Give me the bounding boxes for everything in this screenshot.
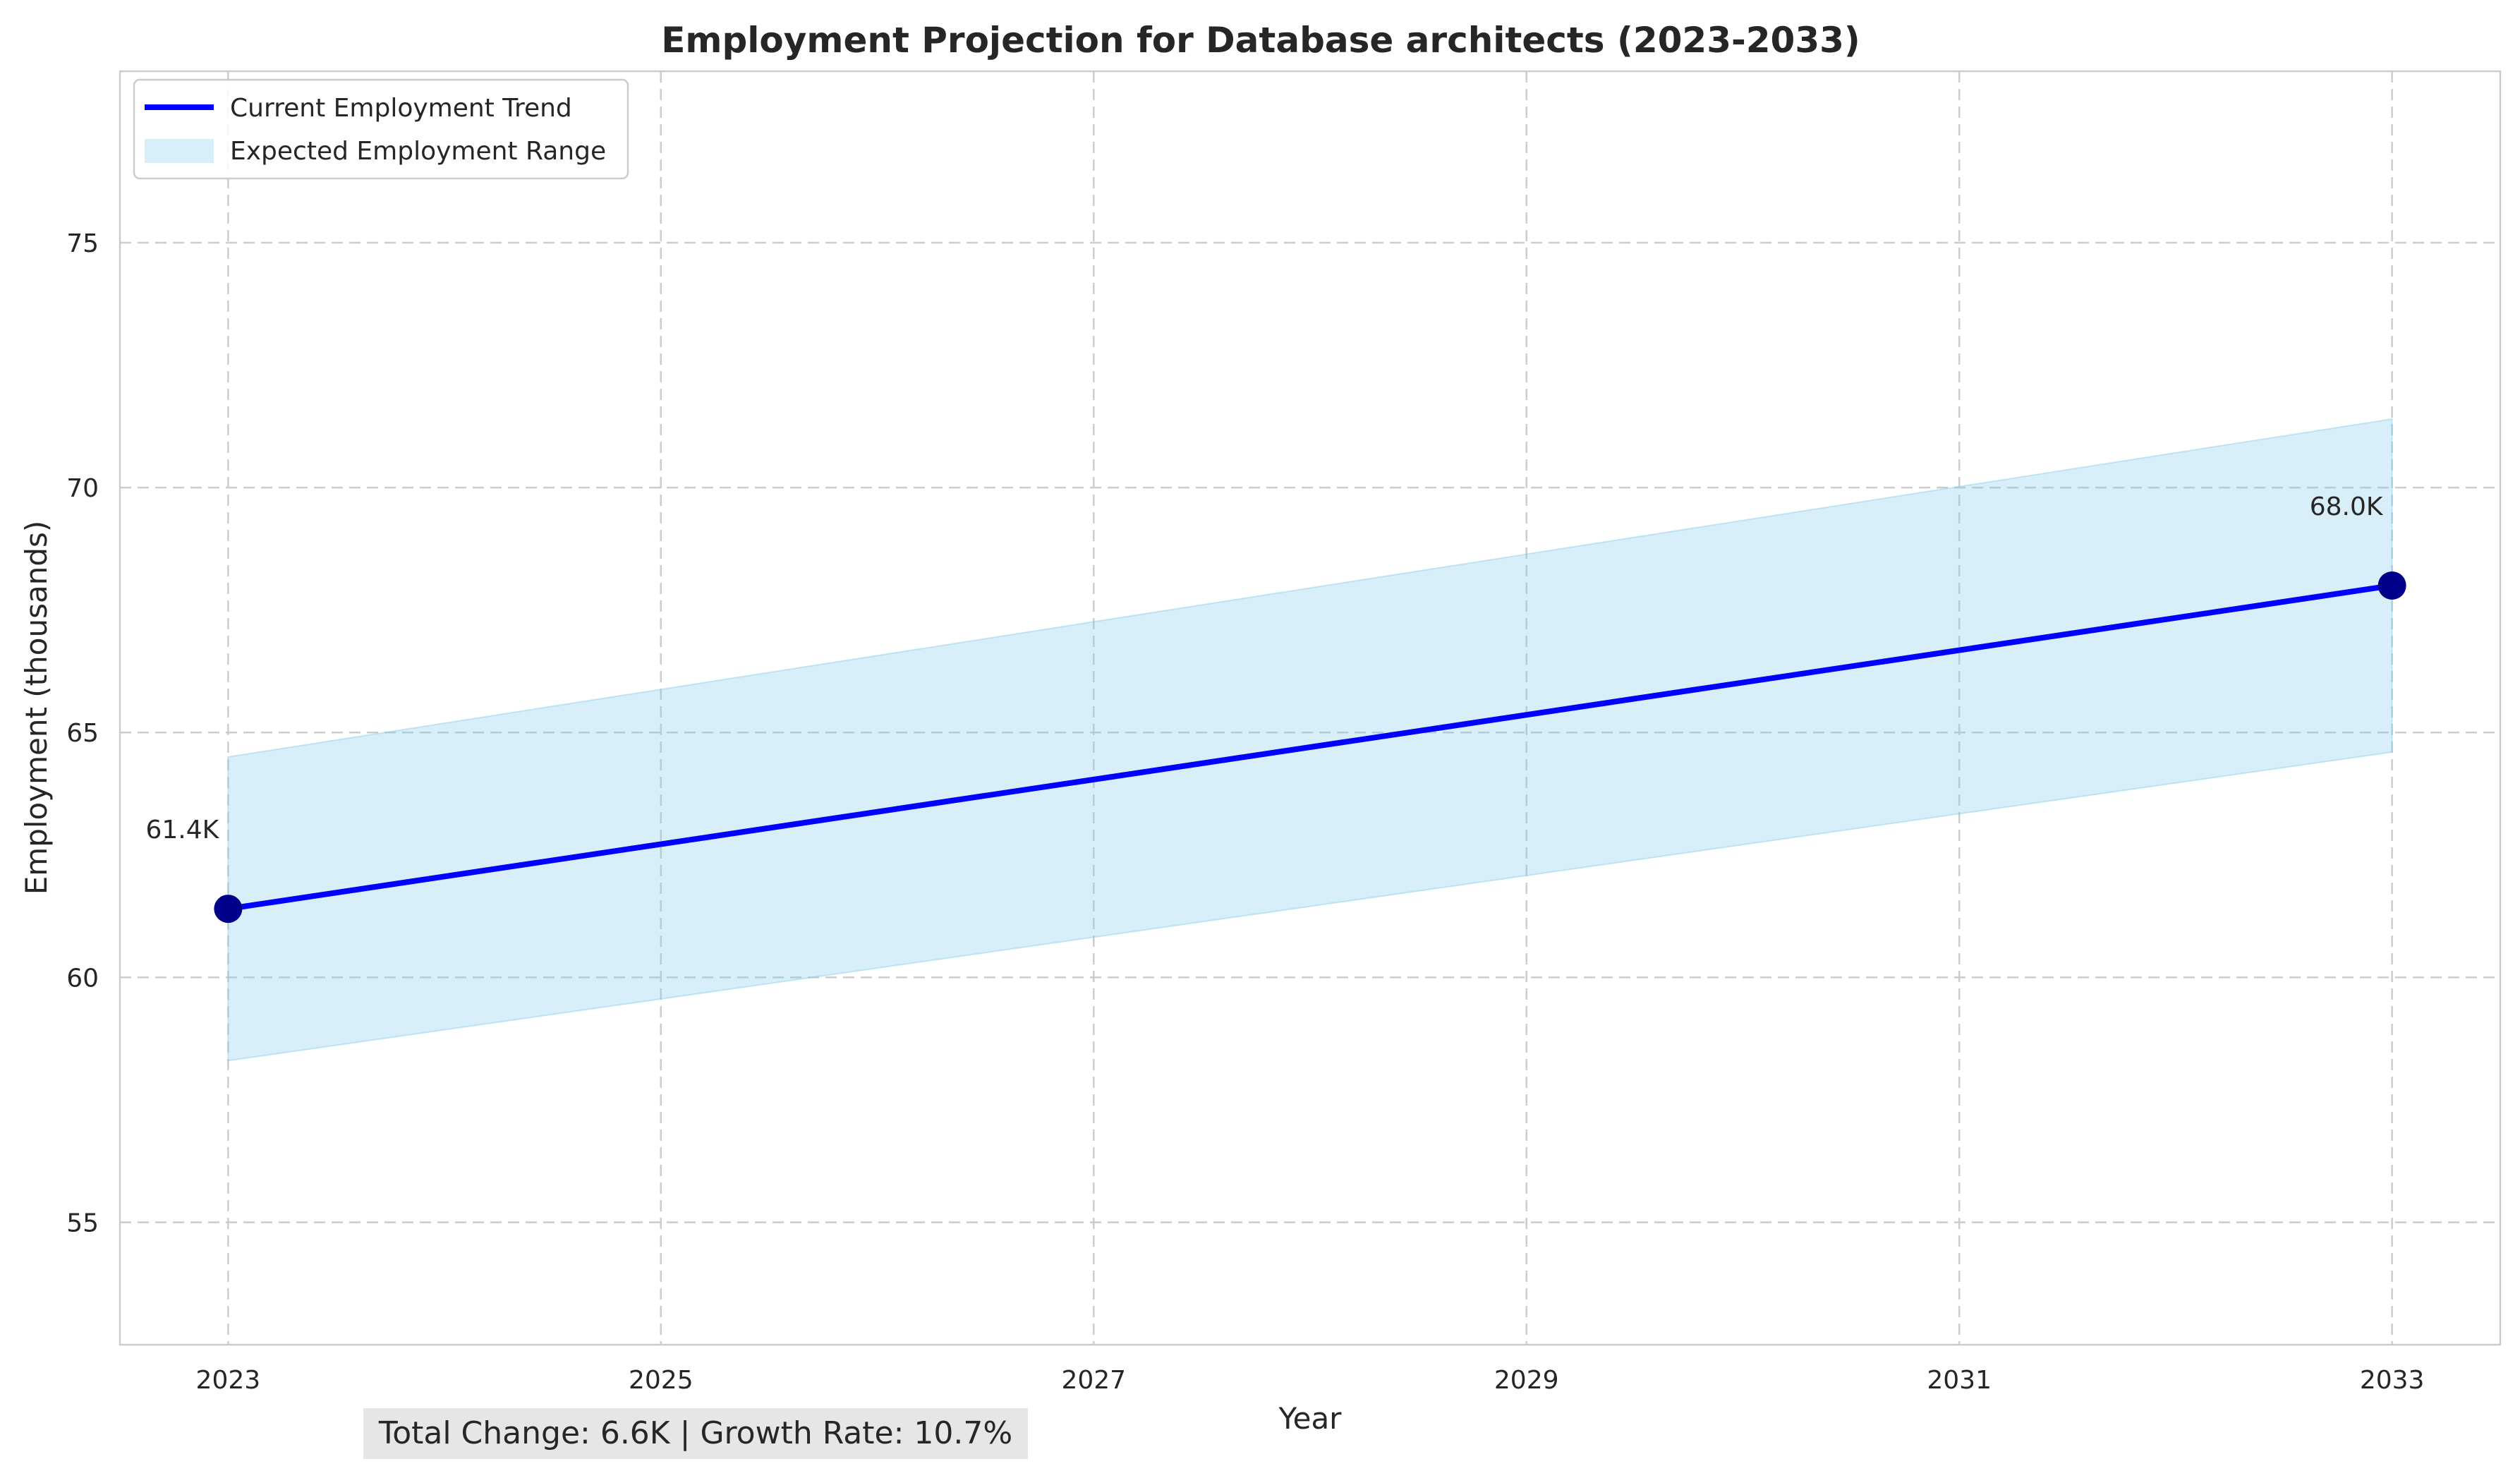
trend-line xyxy=(225,582,2395,912)
y-axis-ticks: 55 60 65 70 75 xyxy=(66,229,99,1237)
y-tick-label: 75 xyxy=(66,229,99,258)
data-point-marker xyxy=(2377,571,2406,600)
summary-box-background xyxy=(363,1408,1028,1459)
range-band-layer xyxy=(227,418,2393,1062)
y-tick-label: 70 xyxy=(66,474,99,503)
legend-entry-range: Expected Employment Range xyxy=(230,137,606,166)
x-tick-label: 2033 xyxy=(2360,1366,2425,1395)
data-point-marker xyxy=(214,895,243,924)
y-tick-label: 55 xyxy=(66,1209,99,1237)
legend-frame xyxy=(133,78,629,180)
x-tick-label: 2023 xyxy=(196,1366,261,1395)
data-point-label: 61.4K xyxy=(145,816,219,845)
legend: Current Employment Trend Expected Employ… xyxy=(133,78,629,180)
summary-text: Total Change: 6.6K | Growth Rate: 10.7% xyxy=(378,1415,1012,1451)
x-tick-label: 2029 xyxy=(1494,1366,1559,1395)
plot-frame xyxy=(119,70,2502,1346)
trend-line-layer xyxy=(225,582,2395,912)
data-point-label: 68.0K xyxy=(2310,492,2384,521)
range-band xyxy=(227,418,2393,1062)
x-tick-label: 2031 xyxy=(1927,1366,1992,1395)
y-axis-label: Employment (thousands) xyxy=(19,521,54,895)
x-tick-label: 2025 xyxy=(629,1366,693,1395)
grid xyxy=(120,71,2500,1345)
y-tick-label: 65 xyxy=(66,719,99,748)
chart-title: Employment Projection for Database archi… xyxy=(661,20,1860,61)
x-axis-label: Year xyxy=(1278,1401,1343,1436)
x-tick-label: 2027 xyxy=(1061,1366,1126,1395)
legend-band-swatch xyxy=(145,139,214,163)
legend-entry-trend: Current Employment Trend xyxy=(230,94,572,123)
marker-layer: 61.4K 68.0K xyxy=(145,492,2406,924)
summary-box: Total Change: 6.6K | Growth Rate: 10.7% xyxy=(363,1408,1028,1459)
y-tick-label: 60 xyxy=(66,964,99,993)
x-axis-ticks: 2023 2025 2027 2029 2031 2033 xyxy=(196,1366,2425,1395)
